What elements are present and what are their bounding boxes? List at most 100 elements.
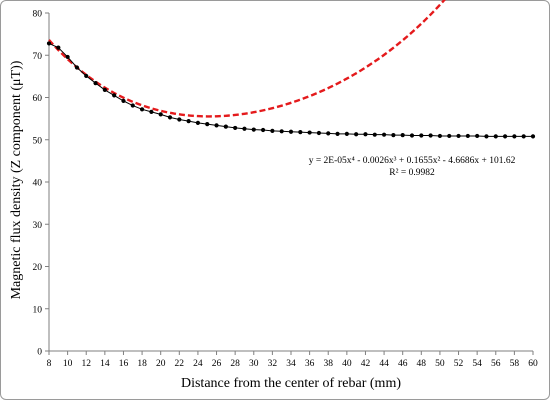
x-tick-label: 58: [510, 359, 520, 369]
y-tick-label: 30: [33, 221, 43, 231]
x-tick-label: 54: [472, 359, 482, 369]
data-point: [214, 123, 219, 128]
data-point: [344, 131, 349, 136]
data-point: [112, 93, 117, 98]
data-point: [484, 134, 489, 139]
data-point: [381, 132, 387, 137]
data-point: [158, 112, 163, 117]
data-point: [93, 81, 98, 86]
x-tick-label: 24: [193, 359, 203, 369]
data-point: [102, 87, 107, 92]
data-point: [177, 117, 182, 122]
y-ticks: 0 10 20 30 40 50 60 70 80: [33, 10, 49, 358]
data-point: [391, 133, 396, 138]
x-tick-label: 32: [268, 359, 278, 369]
data-point: [139, 107, 145, 112]
x-tick-label: 30: [249, 359, 259, 369]
y-tick-label: 0: [37, 348, 42, 358]
data-point: [298, 130, 303, 135]
data-point: [372, 132, 377, 137]
data-point: [242, 126, 247, 131]
data-point: [493, 134, 498, 139]
data-point: [149, 109, 154, 114]
data-point: [530, 134, 536, 139]
data-point: [223, 124, 228, 129]
y-tick-label: 60: [33, 94, 43, 104]
y-tick-label: 20: [33, 263, 43, 273]
x-tick-label: 40: [342, 359, 352, 369]
data-point: [326, 131, 331, 136]
x-tick-label: 60: [528, 359, 538, 369]
x-axis-title: Distance from the center of rebar (mm): [181, 376, 401, 391]
data-point: [56, 45, 61, 50]
data-point: [260, 127, 266, 133]
series-group: [46, 41, 536, 139]
x-tick-label: 14: [100, 359, 110, 369]
trendline-group: [48, 0, 446, 118]
x-tick-label: 28: [230, 359, 240, 369]
data-point: [354, 132, 359, 137]
data-point: [233, 125, 238, 131]
trendline-equation: y = 2E-05x⁴ - 0.0026x³ + 0.1655x² - 4.66…: [309, 156, 516, 166]
data-point: [84, 73, 89, 79]
data-point: [307, 130, 312, 135]
x-tick-label: 16: [119, 359, 129, 369]
data-point: [409, 133, 415, 138]
data-point: [130, 103, 135, 108]
x-tick-label: 8: [47, 359, 52, 369]
y-axis-title: Magnetic flux density (Z component (μT)): [9, 60, 24, 299]
data-point: [465, 133, 470, 139]
x-ticks: 8 10 12 14 16 18 20 22 24 26 28 30 32 34 36 38 40 42 44 46 4…: [47, 351, 538, 369]
x-tick-label: 56: [491, 359, 501, 369]
data-point: [288, 129, 294, 134]
data-point: [167, 115, 173, 120]
data-point: [447, 133, 452, 139]
x-tick-label: 10: [63, 359, 73, 369]
y-tick-label: 70: [33, 52, 43, 62]
data-point: [521, 134, 526, 139]
data-point: [205, 122, 210, 127]
x-tick-label: 22: [175, 359, 185, 369]
data-point: [279, 129, 284, 134]
y-tick-label: 40: [33, 179, 43, 189]
y-tick-label: 80: [33, 10, 43, 20]
x-tick-label: 36: [305, 359, 315, 369]
data-point: [251, 127, 256, 132]
series-line: [48, 42, 533, 137]
data-point: [46, 41, 52, 46]
data-point: [195, 120, 201, 125]
data-point: [428, 133, 433, 138]
x-tick-label: 44: [379, 359, 389, 369]
trendline-r-squared: R² = 0.9982: [389, 168, 435, 178]
data-point: [335, 131, 340, 136]
x-tick-label: 38: [323, 359, 333, 369]
data-point: [475, 133, 480, 139]
data-point: [65, 54, 70, 60]
x-tick-label: 46: [398, 359, 408, 369]
data-point: [400, 133, 405, 138]
y-tick-label: 50: [33, 136, 43, 146]
data-point: [121, 98, 126, 103]
x-tick-label: 26: [212, 359, 222, 369]
x-tick-label: 18: [137, 359, 147, 369]
data-point: [186, 119, 191, 124]
x-tick-label: 12: [81, 359, 91, 369]
x-tick-label: 48: [417, 359, 427, 369]
data-point: [316, 130, 322, 136]
axes: [48, 13, 533, 352]
data-point: [74, 65, 80, 70]
y-tick-label: 10: [33, 305, 43, 315]
trendline: [48, 0, 446, 118]
x-tick-label: 42: [361, 359, 371, 369]
data-point: [512, 134, 517, 139]
data-point: [502, 134, 508, 139]
x-tick-label: 52: [454, 359, 464, 369]
data-point: [437, 133, 443, 139]
x-tick-label: 50: [435, 359, 445, 369]
data-point: [419, 133, 424, 138]
x-tick-label: 20: [156, 359, 166, 369]
data-point: [270, 128, 275, 133]
x-tick-label: 34: [286, 359, 296, 369]
